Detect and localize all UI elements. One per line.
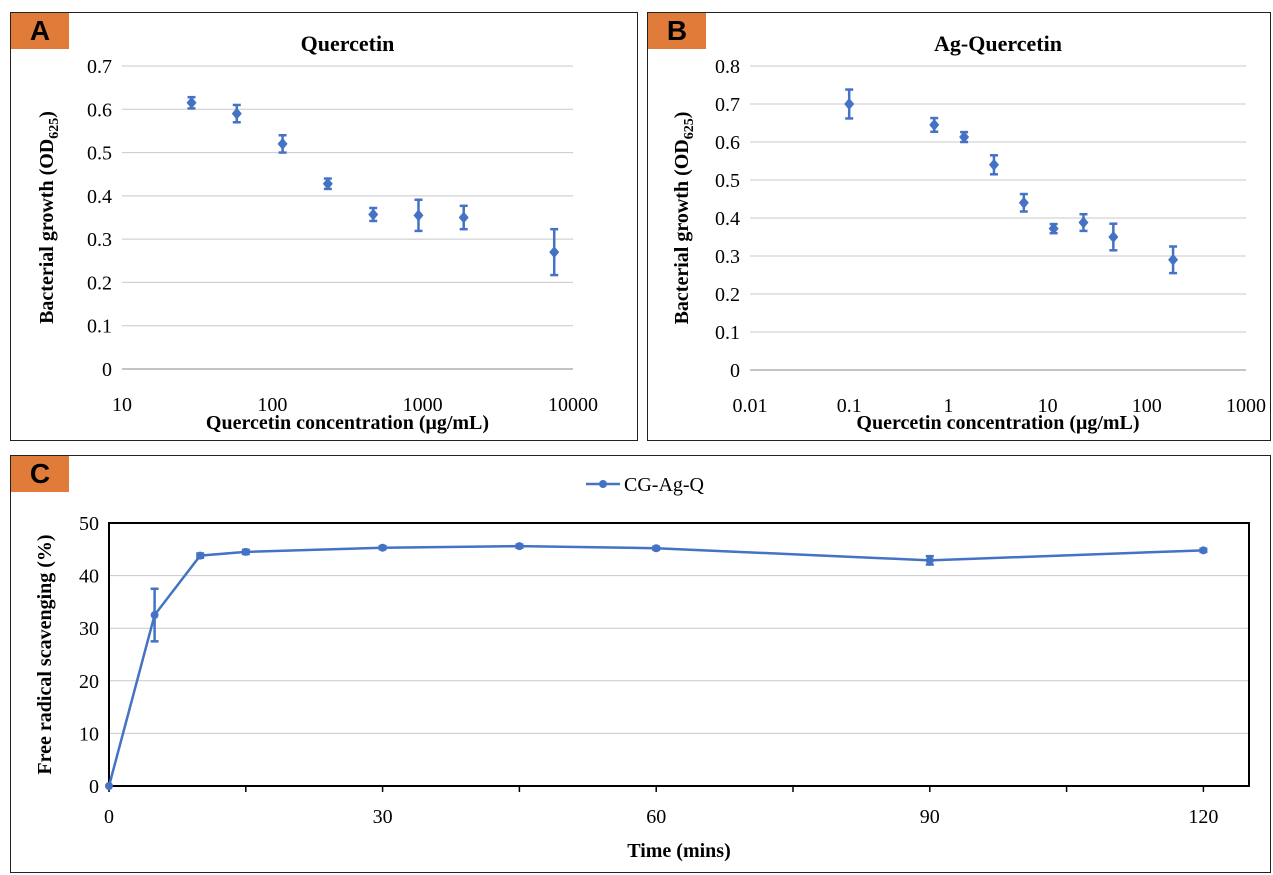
data-point: [929, 118, 940, 131]
chart-title: Quercetin: [301, 31, 395, 56]
y-tick-label: 0.7: [87, 56, 112, 78]
y-tick-label: 0.5: [87, 143, 112, 165]
legend-label: CG-Ag-Q: [624, 474, 705, 496]
data-point: [378, 543, 387, 552]
y-tick-label: 50: [79, 513, 99, 535]
x-tick-label: 0.1: [837, 395, 862, 417]
y-tick-label: 40: [79, 566, 99, 588]
x-tick-label: 10: [1038, 395, 1058, 417]
y-axis-label: Free radical scavenging (%): [34, 534, 56, 774]
data-point: [1018, 196, 1029, 209]
panel-label-b: B: [648, 13, 706, 49]
data-point: [150, 611, 159, 620]
y-tick-label: 30: [79, 618, 99, 640]
panel-a: A 0 0.1 0.2 0.3 0.4 0.5 0.6 0.7 10 100 1000 10000 Qu…: [10, 12, 638, 441]
panel-b: B 0 0.1 0.2 0.3 0.4 0.5 0.6 0.7 0.8 0.01 0.1 1 10 100…: [647, 12, 1271, 441]
data-point: [515, 542, 524, 551]
x-tick-label: 10000: [548, 394, 598, 416]
y-tick-label: 0.4: [715, 208, 740, 230]
data-point: [1048, 222, 1059, 235]
chart-title: Ag-Quercetin: [934, 31, 1062, 56]
x-axis-label: Quercetin concentration (μg/mL): [206, 412, 489, 434]
panel-c: C 0 10 20 30 40 50 0 30 60 90 120 Time (mins) Free r…: [10, 455, 1271, 873]
x-tick-label: 0: [104, 806, 114, 828]
x-tick-label: 90: [920, 806, 940, 828]
y-axis-label: Bacterial growth (OD625): [36, 111, 62, 324]
y-tick-label: 20: [79, 671, 99, 693]
y-tick-label: 10: [79, 723, 99, 745]
data-point: [186, 96, 197, 109]
series-line: [107, 544, 1204, 787]
y-tick-label: 0: [730, 360, 740, 382]
data-point: [196, 551, 205, 560]
chart-b: 0 0.1 0.2 0.3 0.4 0.5 0.6 0.7 0.8 0.01 0.1 1 10 100 10…: [671, 31, 1266, 434]
data-point: [925, 556, 934, 565]
y-tick-label: 0.1: [87, 316, 112, 338]
y-tick-label: 0.3: [715, 246, 740, 268]
x-tick-label: 0.01: [733, 395, 768, 417]
data-point: [988, 158, 999, 171]
y-tick-label: 0.1: [715, 322, 740, 344]
data-point: [458, 211, 469, 224]
x-tick-label: 10: [112, 394, 132, 416]
y-tick-label: 0.8: [715, 56, 740, 78]
x-tick-label: 1: [943, 395, 953, 417]
panel-label-c: C: [11, 456, 69, 492]
panel-label-a: A: [11, 13, 69, 49]
y-tick-label: 0.5: [715, 170, 740, 192]
x-tick-label: 100: [257, 394, 287, 416]
data-point: [241, 547, 250, 556]
data-point: [1108, 231, 1119, 243]
data-point: [959, 131, 970, 144]
x-tick-label: 60: [646, 806, 666, 828]
legend-marker: [599, 480, 607, 488]
data-point: [231, 107, 242, 120]
y-tick-label: 0.2: [87, 272, 112, 294]
data-point: [368, 208, 379, 221]
y-tick-label: 0.6: [87, 99, 112, 121]
y-tick-label: 0.6: [715, 132, 740, 154]
x-tick-label: 1000: [403, 394, 443, 416]
data-point: [844, 98, 855, 110]
y-axis-label: Bacterial growth (OD625): [671, 112, 697, 325]
x-tick-label: 100: [1132, 395, 1162, 417]
x-axis-label: Time (mins): [627, 840, 731, 862]
chart-c: 0 10 20 30 40 50 0 30 60 90 120 Time (mins) Free rad…: [34, 474, 1250, 862]
data-point: [277, 137, 288, 150]
y-tick-label: 0.3: [87, 229, 112, 251]
data-point: [105, 782, 113, 790]
y-tick-label: 0.4: [87, 186, 112, 208]
x-tick-label: 1000: [1226, 395, 1266, 417]
data-point: [549, 246, 560, 259]
data-point: [652, 544, 661, 553]
x-tick-label: 120: [1188, 806, 1218, 828]
chart-a: 0 0.1 0.2 0.3 0.4 0.5 0.6 0.7 10 100 1000 10000 Quer…: [36, 31, 598, 434]
y-tick-label: 0.7: [715, 94, 740, 116]
y-tick-label: 0.2: [715, 284, 740, 306]
data-point: [413, 209, 424, 222]
data-point: [1199, 546, 1208, 555]
plot-frame: [108, 522, 1250, 787]
x-axis-label: Quercetin concentration (μg/mL): [856, 412, 1139, 434]
data-point: [1078, 216, 1089, 229]
y-tick-label: 0: [102, 359, 112, 381]
x-tick-label: 30: [373, 806, 393, 828]
data-point: [322, 177, 333, 190]
y-tick-label: 0: [89, 776, 99, 798]
